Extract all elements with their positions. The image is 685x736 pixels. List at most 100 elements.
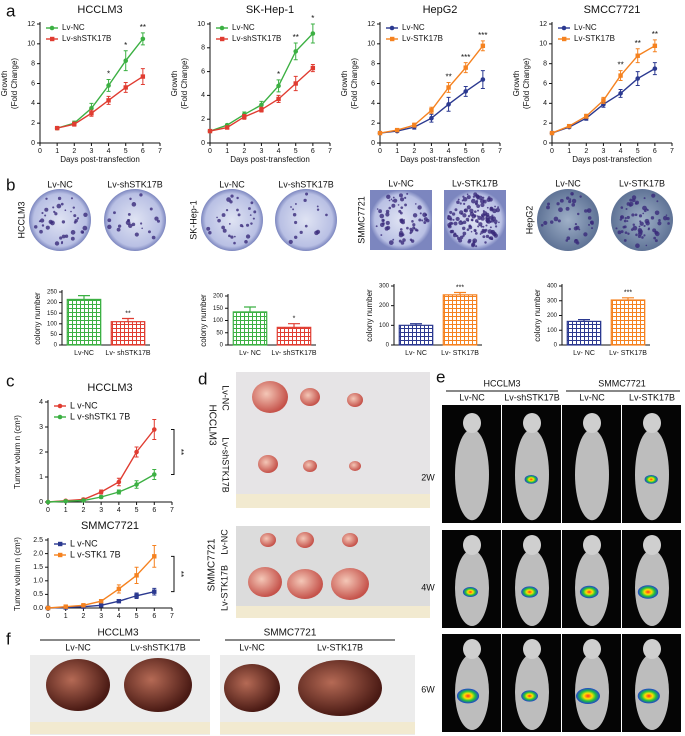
colony <box>44 207 49 212</box>
colony <box>629 204 632 207</box>
colony <box>481 228 485 233</box>
colony <box>475 245 478 248</box>
marker <box>635 53 640 58</box>
colony <box>237 213 241 217</box>
colony <box>634 213 638 217</box>
colony <box>459 235 464 240</box>
colony <box>303 198 307 203</box>
dish-photo <box>201 189 263 251</box>
x-tick-label: Lv-NC <box>74 350 94 357</box>
bar <box>398 324 434 346</box>
x-tick-label: 2 <box>81 507 85 514</box>
colony <box>559 198 564 203</box>
colony <box>245 223 250 227</box>
x-tick-label: 4 <box>619 148 623 155</box>
legend-label: Lv-STK17B <box>402 34 443 43</box>
significance: ** <box>635 39 641 48</box>
y-tick-label: 1.5 <box>33 564 43 571</box>
colony <box>565 239 569 242</box>
colony <box>292 212 297 217</box>
chart-title: SMCC7721 <box>584 4 641 16</box>
column-label: Lv-NC <box>65 642 91 652</box>
row-label: Lv-STK17B <box>219 565 229 611</box>
colony <box>253 210 257 214</box>
colony <box>626 220 629 222</box>
colony <box>650 216 655 220</box>
y-tick-label: 100 <box>547 328 558 334</box>
series-line <box>56 38 144 129</box>
marker <box>480 43 486 49</box>
colony <box>206 226 211 231</box>
colony <box>131 202 137 207</box>
marker <box>89 105 94 111</box>
y-tick-label: 2.5 <box>33 537 43 544</box>
series-line <box>551 45 656 134</box>
colony <box>566 236 571 241</box>
dish-photo <box>275 189 337 251</box>
error-bar <box>288 323 300 328</box>
colony <box>623 239 627 242</box>
tumor <box>347 393 363 407</box>
x-tick-label: 1 <box>225 148 229 155</box>
colony <box>645 221 650 226</box>
error-bar <box>578 319 590 322</box>
colony <box>497 206 500 209</box>
colony <box>574 223 578 226</box>
tumor <box>258 455 278 473</box>
colony <box>498 221 500 224</box>
colony <box>478 222 483 227</box>
marker <box>584 114 589 119</box>
colony <box>393 198 398 203</box>
colony <box>543 220 548 225</box>
x-tick-label: 7 <box>328 148 332 155</box>
colony <box>376 208 379 210</box>
y-tick-label: 2 <box>371 120 375 127</box>
panel-label: a <box>6 1 16 20</box>
x-tick-label: 2 <box>584 148 588 155</box>
mouse-head <box>463 413 481 433</box>
marker <box>81 498 86 503</box>
error-bar <box>410 323 422 326</box>
error-bar <box>244 306 256 312</box>
colony <box>651 193 656 198</box>
legend-marker <box>49 25 55 31</box>
time-label: 6W <box>421 684 435 694</box>
colony <box>471 198 476 204</box>
colony <box>565 206 570 211</box>
y-tick-label: 0 <box>201 140 205 147</box>
colony <box>471 243 475 248</box>
colony <box>233 235 236 238</box>
colony <box>586 208 592 213</box>
ruler <box>220 722 415 734</box>
signal <box>521 586 538 598</box>
significance: * <box>311 14 314 23</box>
marker <box>134 593 139 598</box>
x-tick-label: 4 <box>277 148 281 155</box>
marker <box>293 81 298 86</box>
colony <box>107 218 112 223</box>
marker <box>140 36 146 42</box>
colony <box>637 234 642 239</box>
x-tick-label: 6 <box>152 613 156 620</box>
colony <box>392 196 395 199</box>
colony <box>70 236 75 241</box>
y-tick-label: 200 <box>379 303 390 309</box>
colony <box>459 220 462 222</box>
colony <box>225 208 229 212</box>
colony <box>662 215 668 221</box>
colony <box>386 194 391 199</box>
x-tick-label: 5 <box>135 613 139 620</box>
colony <box>288 239 293 245</box>
time-label: 4W <box>421 582 435 592</box>
colony <box>638 225 641 228</box>
colony <box>488 236 492 240</box>
colony <box>447 214 450 218</box>
colony <box>72 206 75 209</box>
colony <box>477 195 480 198</box>
marker <box>652 66 658 71</box>
marker <box>549 130 555 136</box>
colony <box>417 205 422 210</box>
x-tick-label: 6 <box>311 148 315 155</box>
colony <box>658 218 661 222</box>
y-axis-label: (Fold Change) <box>10 58 19 109</box>
